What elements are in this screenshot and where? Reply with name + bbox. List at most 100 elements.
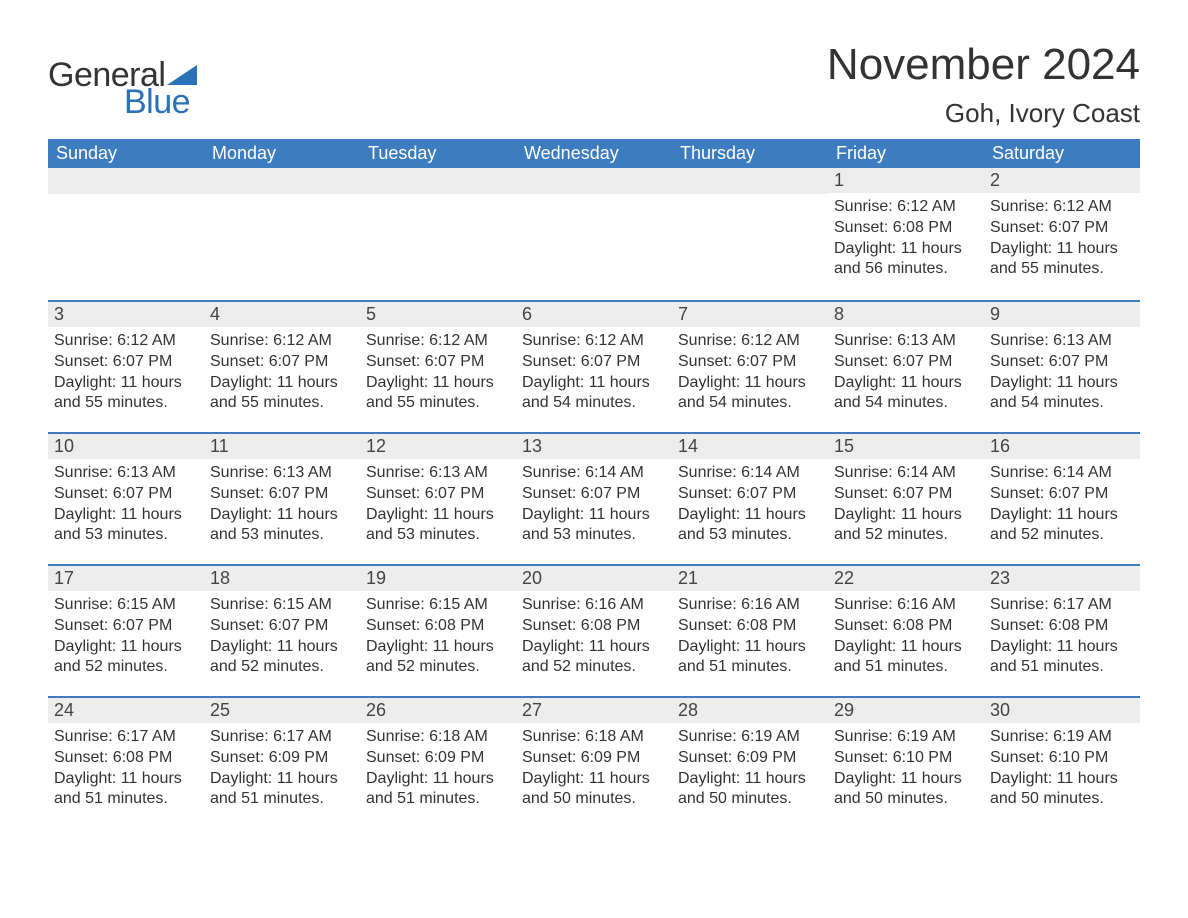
sunset-line: Sunset: 6:07 PM [522,484,666,505]
logo: General Blue [48,56,201,122]
calendar-cell: 24Sunrise: 6:17 AMSunset: 6:08 PMDayligh… [48,696,204,828]
sunrise-line: Sunrise: 6:18 AM [522,727,666,748]
empty-day-header [672,168,828,194]
sunrise-line: Sunrise: 6:12 AM [366,331,510,352]
day-details: Sunrise: 6:14 AMSunset: 6:07 PMDaylight:… [672,459,828,548]
sunrise-line: Sunrise: 6:12 AM [522,331,666,352]
title-block: November 2024 Goh, Ivory Coast [827,40,1140,133]
sunrise-line: Sunrise: 6:14 AM [522,463,666,484]
day-number: 2 [984,168,1140,193]
sunset-line: Sunset: 6:09 PM [522,748,666,769]
sunset-line: Sunset: 6:10 PM [990,748,1134,769]
daylight-line: Daylight: 11 hours and 51 minutes. [678,637,822,679]
sunrise-line: Sunrise: 6:15 AM [54,595,198,616]
day-details: Sunrise: 6:12 AMSunset: 6:07 PMDaylight:… [984,193,1140,282]
calendar-cell: 11Sunrise: 6:13 AMSunset: 6:07 PMDayligh… [204,432,360,564]
sunrise-line: Sunrise: 6:13 AM [834,331,978,352]
sunrise-line: Sunrise: 6:13 AM [990,331,1134,352]
daylight-line: Daylight: 11 hours and 51 minutes. [990,637,1134,679]
empty-day-header [48,168,204,194]
day-details: Sunrise: 6:16 AMSunset: 6:08 PMDaylight:… [672,591,828,680]
calendar-cell: 18Sunrise: 6:15 AMSunset: 6:07 PMDayligh… [204,564,360,696]
day-number: 28 [672,696,828,723]
calendar-cell [48,168,204,300]
calendar-cell: 26Sunrise: 6:18 AMSunset: 6:09 PMDayligh… [360,696,516,828]
day-header: Friday [828,139,984,168]
sunset-line: Sunset: 6:10 PM [834,748,978,769]
daylight-line: Daylight: 11 hours and 50 minutes. [678,769,822,811]
day-number: 18 [204,564,360,591]
sunset-line: Sunset: 6:08 PM [522,616,666,637]
calendar-cell: 7Sunrise: 6:12 AMSunset: 6:07 PMDaylight… [672,300,828,432]
sunrise-line: Sunrise: 6:15 AM [366,595,510,616]
sunrise-line: Sunrise: 6:16 AM [522,595,666,616]
calendar-cell: 6Sunrise: 6:12 AMSunset: 6:07 PMDaylight… [516,300,672,432]
sunset-line: Sunset: 6:07 PM [678,352,822,373]
day-details: Sunrise: 6:17 AMSunset: 6:08 PMDaylight:… [984,591,1140,680]
daylight-line: Daylight: 11 hours and 51 minutes. [366,769,510,811]
daylight-line: Daylight: 11 hours and 55 minutes. [210,373,354,415]
sunrise-line: Sunrise: 6:18 AM [366,727,510,748]
sunset-line: Sunset: 6:08 PM [990,616,1134,637]
day-number: 8 [828,300,984,327]
calendar-cell: 10Sunrise: 6:13 AMSunset: 6:07 PMDayligh… [48,432,204,564]
day-details: Sunrise: 6:13 AMSunset: 6:07 PMDaylight:… [984,327,1140,416]
calendar-cell [204,168,360,300]
sunset-line: Sunset: 6:07 PM [678,484,822,505]
daylight-line: Daylight: 11 hours and 55 minutes. [54,373,198,415]
calendar-cell: 19Sunrise: 6:15 AMSunset: 6:08 PMDayligh… [360,564,516,696]
day-number: 30 [984,696,1140,723]
calendar-cell: 8Sunrise: 6:13 AMSunset: 6:07 PMDaylight… [828,300,984,432]
month-year-title: November 2024 [827,40,1140,90]
daylight-line: Daylight: 11 hours and 53 minutes. [522,505,666,547]
day-details: Sunrise: 6:13 AMSunset: 6:07 PMDaylight:… [828,327,984,416]
calendar-cell: 2Sunrise: 6:12 AMSunset: 6:07 PMDaylight… [984,168,1140,300]
page: General Blue November 2024 Goh, Ivory Co… [0,0,1188,858]
sunrise-line: Sunrise: 6:19 AM [990,727,1134,748]
sunset-line: Sunset: 6:09 PM [210,748,354,769]
day-number: 4 [204,300,360,327]
day-header: Sunday [48,139,204,168]
day-details: Sunrise: 6:18 AMSunset: 6:09 PMDaylight:… [516,723,672,812]
day-number: 9 [984,300,1140,327]
calendar-cell: 1Sunrise: 6:12 AMSunset: 6:08 PMDaylight… [828,168,984,300]
calendar-table: SundayMondayTuesdayWednesdayThursdayFrid… [48,139,1140,828]
calendar-cell: 29 Sunrise: 6:19 AMSunset: 6:10 PMDayligh… [828,696,984,828]
empty-day-header [516,168,672,194]
sunrise-line: Sunrise: 6:17 AM [990,595,1134,616]
calendar-cell: 16Sunrise: 6:14 AMSunset: 6:07 PMDayligh… [984,432,1140,564]
logo-text-blue: Blue [124,83,201,122]
day-details: Sunrise: 6:19 AMSunset: 6:10 PMDaylight:… [984,723,1140,812]
calendar-cell: 14Sunrise: 6:14 AMSunset: 6:07 PMDayligh… [672,432,828,564]
calendar-week-row: 10Sunrise: 6:13 AMSunset: 6:07 PMDayligh… [48,432,1140,564]
daylight-line: Daylight: 11 hours and 54 minutes. [678,373,822,415]
sunrise-line: Sunrise: 6:12 AM [834,197,978,218]
daylight-line: Daylight: 11 hours and 52 minutes. [834,505,978,547]
day-details: Sunrise: 6:14 AMSunset: 6:07 PMDaylight:… [984,459,1140,548]
sunrise-line: Sunrise: 6:16 AM [678,595,822,616]
sunrise-line: Sunrise: 6:13 AM [210,463,354,484]
sunrise-line: Sunrise: 6:19 AM [834,727,978,748]
calendar-cell: 21Sunrise: 6:16 AMSunset: 6:08 PMDayligh… [672,564,828,696]
day-header: Saturday [984,139,1140,168]
day-number: 21 [672,564,828,591]
sunrise-line: Sunrise: 6:19 AM [678,727,822,748]
header-row: General Blue November 2024 Goh, Ivory Co… [48,40,1140,133]
daylight-line: Daylight: 11 hours and 51 minutes. [54,769,198,811]
day-header: Tuesday [360,139,516,168]
day-number: 1 [828,168,984,193]
sunset-line: Sunset: 6:07 PM [54,352,198,373]
daylight-line: Daylight: 11 hours and 50 minutes. [834,769,978,811]
day-details: Sunrise: 6:12 AMSunset: 6:07 PMDaylight:… [672,327,828,416]
daylight-line: Daylight: 11 hours and 53 minutes. [366,505,510,547]
day-number: 17 [48,564,204,591]
sunset-line: Sunset: 6:08 PM [54,748,198,769]
calendar-cell: 15Sunrise: 6:14 AMSunset: 6:07 PMDayligh… [828,432,984,564]
daylight-line: Daylight: 11 hours and 51 minutes. [210,769,354,811]
day-details: Sunrise: 6:12 AMSunset: 6:07 PMDaylight:… [48,327,204,416]
daylight-line: Daylight: 11 hours and 52 minutes. [210,637,354,679]
sunrise-line: Sunrise: 6:17 AM [54,727,198,748]
day-number: 6 [516,300,672,327]
day-number: 29 [828,696,984,723]
sunset-line: Sunset: 6:09 PM [366,748,510,769]
